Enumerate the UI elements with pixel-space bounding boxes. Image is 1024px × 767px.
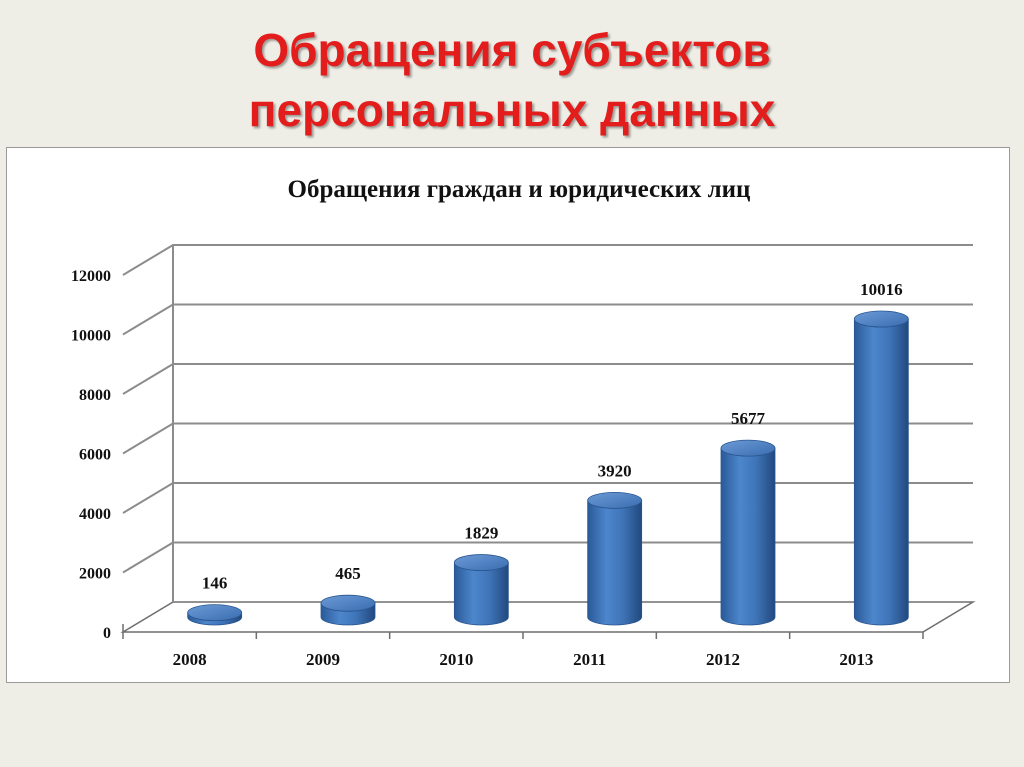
gridline [122, 422, 973, 455]
data-label: 146 [202, 574, 228, 593]
y-tick-label: 6000 [79, 447, 111, 464]
bar-chart: Обращения граждан и юридических лиц 0 200… [71, 176, 976, 669]
bar [720, 439, 776, 626]
bar-top [187, 604, 243, 622]
data-label: 3920 [598, 461, 632, 480]
y-tick-label: 2000 [79, 566, 111, 583]
y-tick-label: 10000 [71, 328, 111, 345]
y-tick-label: 8000 [79, 387, 111, 404]
gridline [122, 303, 973, 336]
bar [587, 491, 643, 626]
slide-title-line-2: персональных данных [248, 84, 776, 136]
bar-top [453, 554, 509, 571]
gridline [122, 244, 973, 276]
data-label: 5677 [731, 409, 766, 428]
chart-frame: Обращения граждан и юридических лиц 0 200… [6, 147, 1010, 683]
gridline [122, 363, 973, 395]
bar-body [587, 500, 643, 626]
data-label: 1829 [464, 524, 498, 543]
gridline [122, 482, 973, 514]
bar-top [720, 439, 776, 457]
bar [320, 594, 376, 626]
bar [453, 554, 509, 626]
chart-floor [120, 601, 976, 633]
x-tick-label: 2011 [573, 650, 606, 669]
bar-body [853, 318, 909, 626]
x-tick-label: 2010 [439, 650, 473, 669]
gridline [122, 541, 973, 574]
y-tick-label: 0 [103, 625, 111, 642]
bar-body [453, 562, 509, 626]
chart-title: Обращения граждан и юридических лиц [288, 176, 751, 203]
slide-title-line-1: Обращения субъектов [253, 24, 771, 76]
bar [187, 604, 243, 626]
bar-top [320, 594, 376, 612]
y-tick-label: 4000 [79, 506, 111, 523]
x-tick-label: 2009 [306, 650, 340, 669]
bar-body [720, 448, 776, 626]
bar [853, 310, 909, 626]
x-tick-label: 2008 [173, 650, 207, 669]
data-label: 10016 [860, 280, 903, 299]
data-label: 465 [335, 564, 361, 583]
x-tick-label: 2012 [706, 650, 740, 669]
x-tick-label: 2013 [839, 650, 873, 669]
y-tick-label: 12000 [71, 268, 111, 285]
bar-top [587, 491, 643, 509]
slide-title: Обращения субъектов персональных данных [0, 20, 1024, 140]
bar-top [853, 310, 909, 328]
